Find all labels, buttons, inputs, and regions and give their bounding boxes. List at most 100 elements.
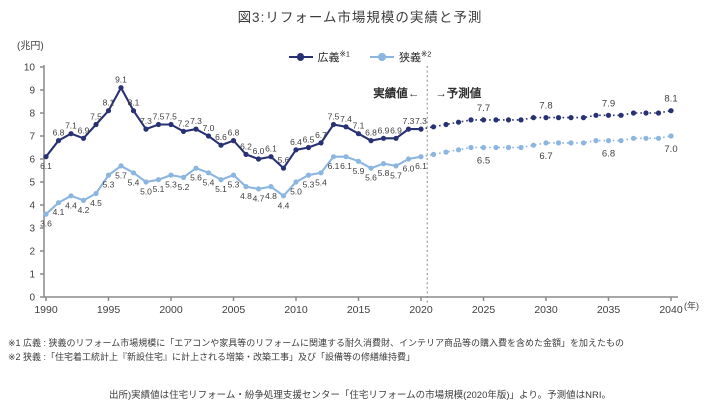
svg-text:7.0: 7.0	[664, 144, 677, 155]
svg-text:3: 3	[29, 224, 35, 235]
svg-text:6.1: 6.1	[415, 161, 427, 171]
point-labels: 3.64.14.4 4.24.55.35.75.45.0 5.1 5.3 5.25.6 5…	[40, 144, 678, 229]
svg-text:7.5: 7.5	[153, 112, 165, 122]
svg-text:7.1: 7.1	[65, 121, 77, 131]
legend-label-kyougi: 狭義※2	[399, 49, 432, 64]
svg-text:5.6: 5.6	[278, 155, 290, 165]
svg-text:8.1: 8.1	[128, 98, 140, 108]
svg-text:5.6: 5.6	[190, 173, 202, 183]
svg-text:2005: 2005	[222, 304, 246, 316]
svg-text:6.9: 6.9	[390, 125, 402, 135]
svg-text:7.3: 7.3	[415, 116, 427, 126]
svg-text:2040: 2040	[659, 304, 683, 316]
svg-text:5.1: 5.1	[153, 184, 165, 194]
svg-text:7.8: 7.8	[539, 101, 552, 112]
svg-text:4.4: 4.4	[278, 200, 290, 210]
svg-text:10: 10	[24, 63, 36, 74]
svg-text:5.3: 5.3	[165, 180, 177, 190]
legend-item-kyougi: 狭義※2	[370, 49, 431, 65]
svg-text:8.1: 8.1	[103, 98, 115, 108]
svg-text:5.1: 5.1	[215, 184, 227, 194]
svg-text:7.9: 7.9	[602, 98, 615, 109]
svg-text:5.4: 5.4	[128, 177, 140, 187]
svg-text:6.8: 6.8	[228, 128, 240, 138]
svg-text:7: 7	[29, 132, 35, 143]
svg-text:6.1: 6.1	[340, 161, 352, 171]
tick-labels: 0 1 2 3 4 5 6 7 8 9 10 1990 1995 2000 2005 2010 2015 2020…	[24, 63, 699, 317]
svg-text:7.5: 7.5	[90, 112, 102, 122]
series-kougi	[43, 85, 674, 171]
svg-text:7.2: 7.2	[178, 118, 190, 128]
svg-text:6.7: 6.7	[539, 151, 552, 162]
svg-text:7.5: 7.5	[165, 112, 177, 122]
svg-text:6.7: 6.7	[315, 130, 327, 140]
svg-text:2025: 2025	[472, 304, 496, 316]
annotation-forecast: →予測値	[435, 86, 481, 100]
svg-text:8.1: 8.1	[664, 94, 677, 105]
svg-text:4.2: 4.2	[78, 205, 90, 215]
y-axis-unit-label: (兆円)	[17, 41, 44, 52]
reform-market-line-chart: 0 1 2 3 4 5 6 7 8 9 10 1990 1995 2000 2005 2010 2015 2020…	[24, 63, 699, 317]
svg-text:6.5: 6.5	[477, 156, 490, 167]
svg-text:1995: 1995	[97, 304, 121, 316]
svg-text:5.6: 5.6	[365, 173, 377, 183]
svg-text:6.8: 6.8	[365, 128, 377, 138]
svg-text:5.9: 5.9	[353, 166, 365, 176]
svg-text:9: 9	[29, 86, 35, 97]
svg-text:4.1: 4.1	[53, 207, 65, 217]
svg-text:2010: 2010	[284, 304, 308, 316]
svg-text:1: 1	[29, 270, 35, 281]
svg-text:6.1: 6.1	[328, 161, 340, 171]
svg-text:5.3: 5.3	[103, 180, 115, 190]
svg-text:7.0: 7.0	[203, 123, 215, 133]
axes	[40, 65, 678, 301]
svg-text:6.1: 6.1	[40, 161, 52, 171]
svg-text:9.1: 9.1	[115, 75, 127, 85]
svg-text:7.1: 7.1	[353, 121, 365, 131]
svg-text:5: 5	[29, 178, 35, 189]
legend-label-kougi: 広義※1	[317, 49, 350, 64]
svg-text:6.6: 6.6	[215, 132, 227, 142]
svg-text:6.8: 6.8	[53, 128, 65, 138]
svg-text:5.3: 5.3	[303, 180, 315, 190]
svg-text:5.4: 5.4	[203, 177, 215, 187]
svg-text:0: 0	[29, 293, 35, 304]
svg-text:6: 6	[29, 155, 35, 166]
svg-text:2015: 2015	[347, 304, 371, 316]
footnote-2: ※2 狭義 :「住宅着工統計上『新設住宅』に計上される増築・改築工事」及び「設備…	[8, 351, 416, 362]
source-note: 出所)実績値は住宅リフォーム・紛争処理支援センター「住宅リフォームの市場規模(2…	[108, 390, 612, 401]
svg-text:7.4: 7.4	[340, 114, 352, 124]
figure-title: 図3:リフォーム市場規模の実績と予測	[237, 10, 483, 25]
svg-text:3.6: 3.6	[40, 219, 52, 229]
svg-text:4: 4	[29, 201, 35, 212]
svg-text:2000: 2000	[159, 304, 183, 316]
svg-text:6.5: 6.5	[303, 135, 315, 145]
svg-text:7.3: 7.3	[190, 116, 202, 126]
svg-text:7.3: 7.3	[403, 116, 415, 126]
svg-text:2: 2	[29, 247, 35, 258]
svg-text:5.7: 5.7	[390, 170, 402, 180]
kougi-line-marker-icon	[288, 53, 313, 61]
svg-text:5.8: 5.8	[378, 168, 390, 178]
svg-text:6.0: 6.0	[403, 164, 415, 174]
svg-text:8: 8	[29, 109, 35, 120]
svg-text:5.0: 5.0	[140, 187, 152, 197]
svg-text:4.8: 4.8	[240, 191, 252, 201]
svg-text:1990: 1990	[34, 304, 58, 316]
svg-text:(年): (年)	[684, 300, 699, 311]
footnotes: ※1 広義 : 狭義のリフォーム市場規模に「エアコンや家具等のリフォームに関連す…	[8, 337, 716, 365]
series-kyougi	[43, 133, 674, 217]
svg-text:2020: 2020	[409, 304, 433, 316]
svg-text:5.3: 5.3	[228, 180, 240, 190]
svg-text:6.0: 6.0	[253, 146, 265, 156]
svg-text:6.4: 6.4	[290, 137, 302, 147]
svg-text:2030: 2030	[534, 304, 558, 316]
svg-text:5.2: 5.2	[178, 182, 190, 192]
svg-text:6.8: 6.8	[602, 149, 615, 160]
svg-text:5.4: 5.4	[315, 177, 327, 187]
svg-text:7.5: 7.5	[328, 112, 340, 122]
svg-text:4.8: 4.8	[265, 191, 277, 201]
annotation-actual: 実績値←	[373, 86, 419, 100]
svg-text:7.3: 7.3	[140, 116, 152, 126]
